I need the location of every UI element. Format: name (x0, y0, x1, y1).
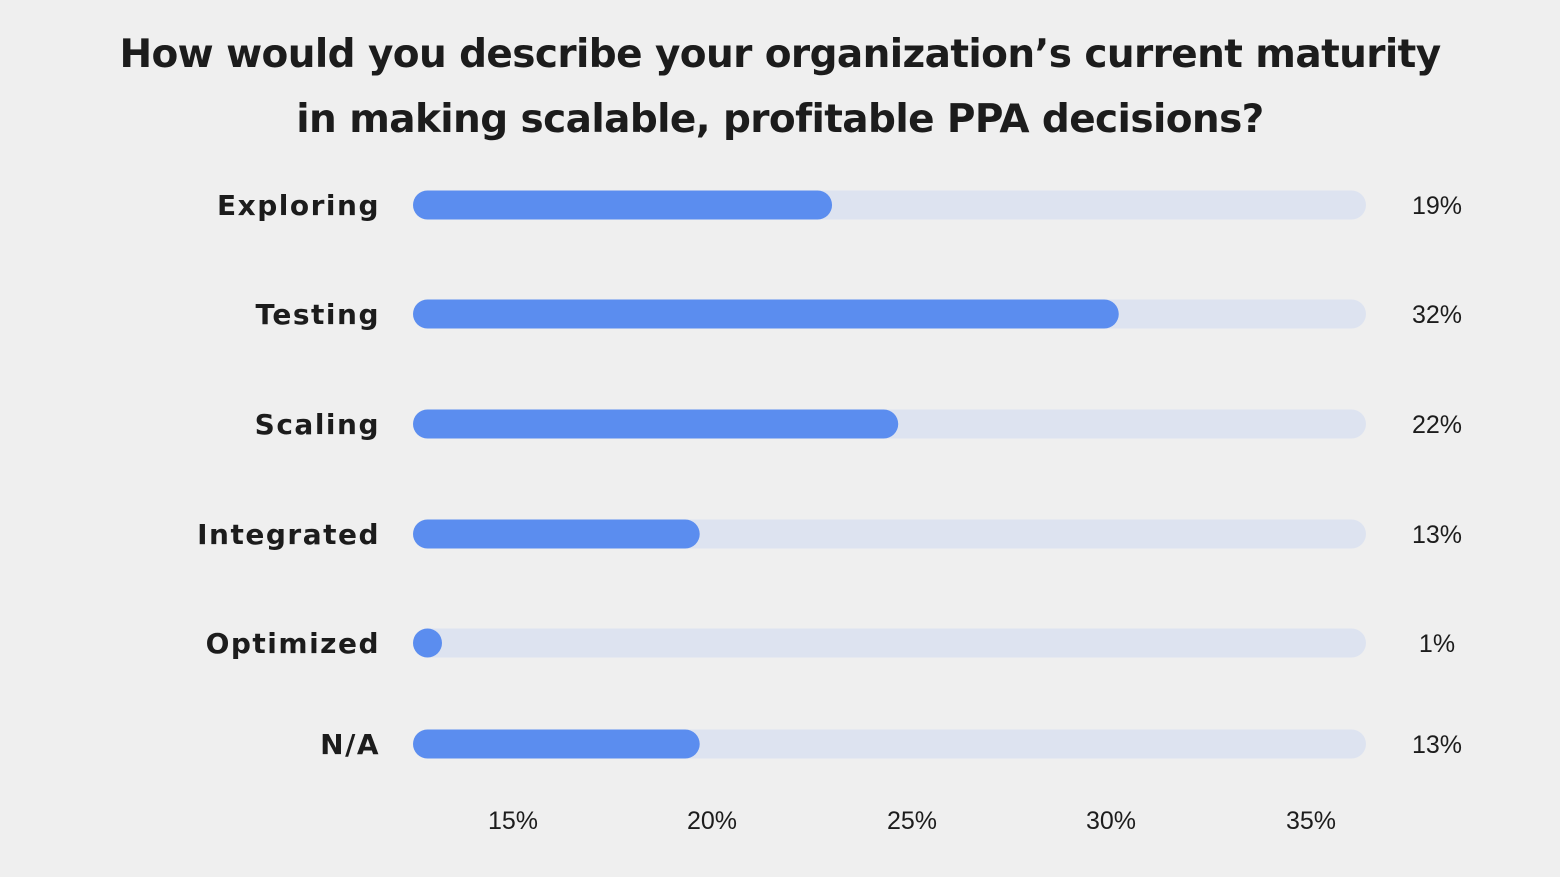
value-label-scaling: 22% (1412, 411, 1462, 439)
bar-scaling (413, 409, 899, 439)
bar-optimized (413, 628, 442, 658)
bar-exploring (413, 190, 833, 220)
value-label-integrated: 13% (1412, 521, 1462, 549)
bar-n-a (413, 729, 700, 759)
bar-testing (413, 299, 1119, 329)
x-tick-label: 25% (887, 807, 937, 835)
x-tick-label: 35% (1286, 807, 1336, 835)
category-label-exploring: Exploring (217, 189, 380, 222)
bar-integrated (413, 519, 700, 549)
chart-title-line-2: in making scalable, profitable PPA decis… (296, 97, 1264, 142)
chart-title: How would you describe your organization… (0, 22, 1560, 152)
value-label-n-a: 13% (1412, 731, 1462, 759)
x-tick-label: 30% (1086, 807, 1136, 835)
category-label-testing: Testing (256, 298, 381, 331)
category-label-n-a: N/A (320, 728, 380, 761)
category-label-scaling: Scaling (255, 408, 380, 441)
chart-title-line-1: How would you describe your organization… (119, 32, 1441, 77)
bar-track-optimized (413, 628, 1366, 658)
x-tick-label: 15% (488, 807, 538, 835)
value-label-optimized: 1% (1419, 630, 1455, 658)
value-label-testing: 32% (1412, 301, 1462, 329)
category-label-integrated: Integrated (197, 518, 380, 551)
category-label-optimized: Optimized (206, 627, 380, 660)
value-label-exploring: 19% (1412, 192, 1462, 220)
x-tick-label: 20% (687, 807, 737, 835)
